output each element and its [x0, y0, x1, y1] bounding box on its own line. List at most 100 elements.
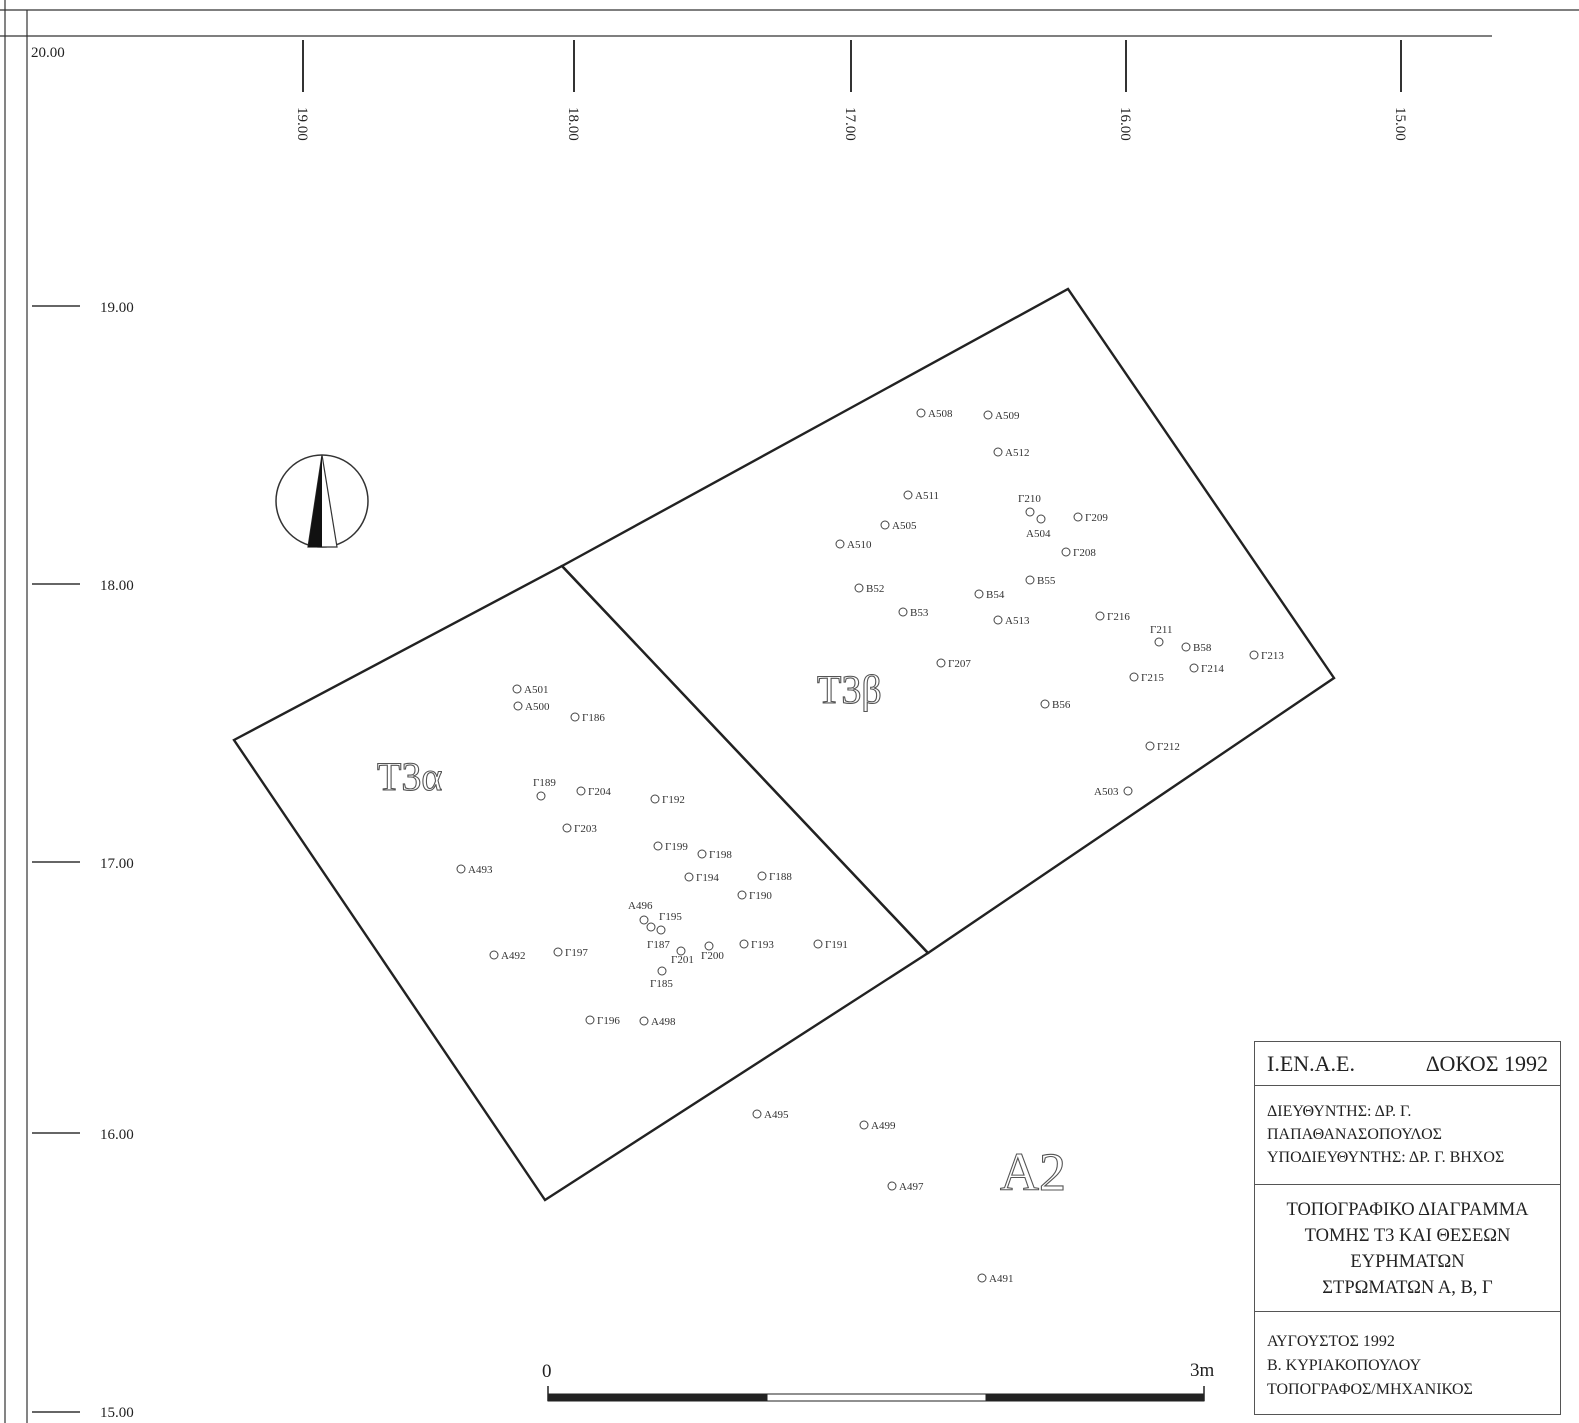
find-label: A493: [468, 864, 493, 876]
find-label: B53: [910, 607, 929, 619]
find-label: Γ200: [701, 950, 724, 962]
find-label: Γ209: [1085, 512, 1108, 524]
director-line-1: ΔΙΕΥΘΥΝΤΗΣ: ΔΡ. Γ.: [1267, 1103, 1412, 1120]
title-block-credits: ΔΙΕΥΘΥΝΤΗΣ: ΔΡ. Γ. ΠΑΠΑΘΑΝΑΣΟΠΟΥΛΟΣ ΥΠΟΔ…: [1255, 1086, 1560, 1185]
find-label: Γ203: [574, 823, 597, 835]
find-point: Γ204: [576, 786, 611, 798]
title-block-title: ΤΟΠΟΓΡΑΦΙΚΟ ΔΙΑΓΡΑΜΜΑ ΤΟΜΗΣ Τ3 ΚΑΙ ΘΕΣΕΩ…: [1255, 1185, 1560, 1312]
find-point: Γ187: [646, 922, 670, 951]
find-point: Γ200: [701, 941, 724, 962]
title-block: Ι.ΕΝ.Α.Ε. ΔΟΚΟΣ 1992 ΔΙΕΥΘΥΝΤΗΣ: ΔΡ. Γ. …: [1254, 1041, 1561, 1415]
find-point: Γ189: [533, 777, 556, 801]
find-point: Γ203: [562, 823, 597, 835]
find-label: Γ199: [665, 841, 688, 853]
find-label: Γ185: [650, 978, 673, 990]
find-label: Γ196: [597, 1015, 620, 1027]
find-point: A499: [859, 1120, 896, 1132]
find-point: Γ190: [737, 890, 772, 902]
y-tick-label: 19.00: [100, 300, 134, 316]
find-points: A508 A509 A512 A511 Γ210 A504 Γ209 A505 …: [456, 408, 1284, 1285]
drawing-title-line: ΤΟΜΗΣ Τ3 ΚΑΙ ΘΕΣΕΩΝ: [1304, 1226, 1511, 1246]
find-label: A505: [892, 520, 917, 532]
find-point: A501: [512, 684, 548, 696]
find-point: Γ201: [671, 946, 694, 966]
scale-bar-segment: [985, 1393, 1205, 1402]
find-point: Γ186: [570, 712, 605, 724]
find-point: Γ207: [936, 658, 971, 670]
find-label: Γ211: [1150, 624, 1172, 636]
find-label: Γ208: [1073, 547, 1096, 559]
find-label: Γ188: [769, 871, 792, 883]
trench-label-t3a: T3α: [377, 754, 442, 799]
find-point: A512: [993, 447, 1029, 459]
find-point: Γ198: [697, 849, 732, 861]
find-label: Γ195: [659, 911, 682, 923]
find-label: A500: [525, 701, 550, 713]
find-label: A504: [1026, 528, 1051, 540]
find-label: Γ190: [749, 890, 772, 902]
find-label: Γ198: [709, 849, 732, 861]
scale-bar-start-label: 0: [542, 1361, 552, 1382]
y-tick-label: 15.00: [100, 1405, 134, 1421]
find-label: Γ194: [696, 872, 719, 884]
find-point: A508: [916, 408, 953, 420]
trench-t3b-outline: [560, 287, 1336, 955]
find-label: B56: [1052, 699, 1071, 711]
find-point: Γ211: [1150, 624, 1172, 647]
find-point: B53: [898, 607, 929, 619]
find-point: B58: [1181, 642, 1212, 654]
scale-bar-segment: [766, 1393, 987, 1402]
find-label: B55: [1037, 575, 1056, 587]
find-point: A498: [639, 1016, 676, 1028]
drawing-title-line: ΕΥΡΗΜΑΤΩΝ: [1350, 1252, 1465, 1272]
find-label: Γ210: [1018, 493, 1041, 505]
find-label: Γ193: [751, 939, 774, 951]
find-point: A509: [983, 410, 1020, 422]
find-point: Γ185: [650, 966, 673, 990]
find-point: Γ192: [650, 794, 685, 806]
x-axis-ticks: 19.00 18.00 17.00 16.00 15.00: [294, 40, 1408, 141]
x-tick-label: 18.00: [565, 107, 581, 141]
find-label: Γ187: [647, 939, 670, 951]
find-point: Γ213: [1249, 650, 1284, 662]
trench-t3a-outline: [232, 564, 930, 1202]
drawing-title-line: ΣΤΡΩΜΑΤΩΝ Α, Β, Γ: [1322, 1278, 1493, 1298]
find-label: Γ216: [1107, 611, 1130, 623]
find-point: Γ193: [739, 939, 774, 951]
find-point: B55: [1025, 575, 1056, 587]
find-point: Γ197: [553, 947, 588, 959]
find-label: A508: [928, 408, 953, 420]
find-point: Γ199: [653, 841, 688, 853]
scale-bar-segment: [547, 1393, 768, 1402]
find-point: Γ215: [1129, 672, 1164, 684]
find-label: A496: [628, 900, 653, 912]
find-point: A493: [456, 864, 493, 876]
x-tick-label: 15.00: [1392, 107, 1408, 141]
find-label: Γ192: [662, 794, 685, 806]
drawing-date: ΑΥΓΟΥΣΤΟΣ 1992: [1267, 1333, 1395, 1350]
find-point: A505: [880, 520, 917, 532]
find-label: Γ186: [582, 712, 605, 724]
find-point: Γ195: [656, 911, 682, 935]
north-arrow-icon: [275, 454, 369, 548]
find-label: A498: [651, 1016, 676, 1028]
find-label: Γ207: [948, 658, 971, 670]
find-label: Γ212: [1157, 741, 1180, 753]
find-label: A509: [995, 410, 1020, 422]
find-point: A495: [752, 1109, 789, 1121]
find-label: A495: [764, 1109, 789, 1121]
find-label: Γ204: [588, 786, 611, 798]
area-label-a2: A2: [1000, 1142, 1066, 1202]
scale-bar: 0 3m: [542, 1360, 1215, 1402]
surveyor-role: ΤΟΠΟΓΡΑΦΟΣ/ΜΗΧΑΝΙΚΟΣ: [1267, 1381, 1473, 1398]
trench-outlines: [232, 287, 1336, 1202]
scale-bar-end-label: 3m: [1190, 1360, 1215, 1381]
find-label: B52: [866, 583, 884, 595]
x-tick-label: 16.00: [1117, 107, 1133, 141]
institution-name: Ι.ΕΝ.Α.Ε.: [1267, 1050, 1355, 1076]
find-label: Γ197: [565, 947, 588, 959]
drawing-title-line: ΤΟΠΟΓΡΑΦΙΚΟ ΔΙΑΓΡΑΜΜΑ: [1286, 1200, 1529, 1220]
find-point: B52: [854, 583, 884, 595]
find-point: Γ194: [684, 872, 719, 884]
